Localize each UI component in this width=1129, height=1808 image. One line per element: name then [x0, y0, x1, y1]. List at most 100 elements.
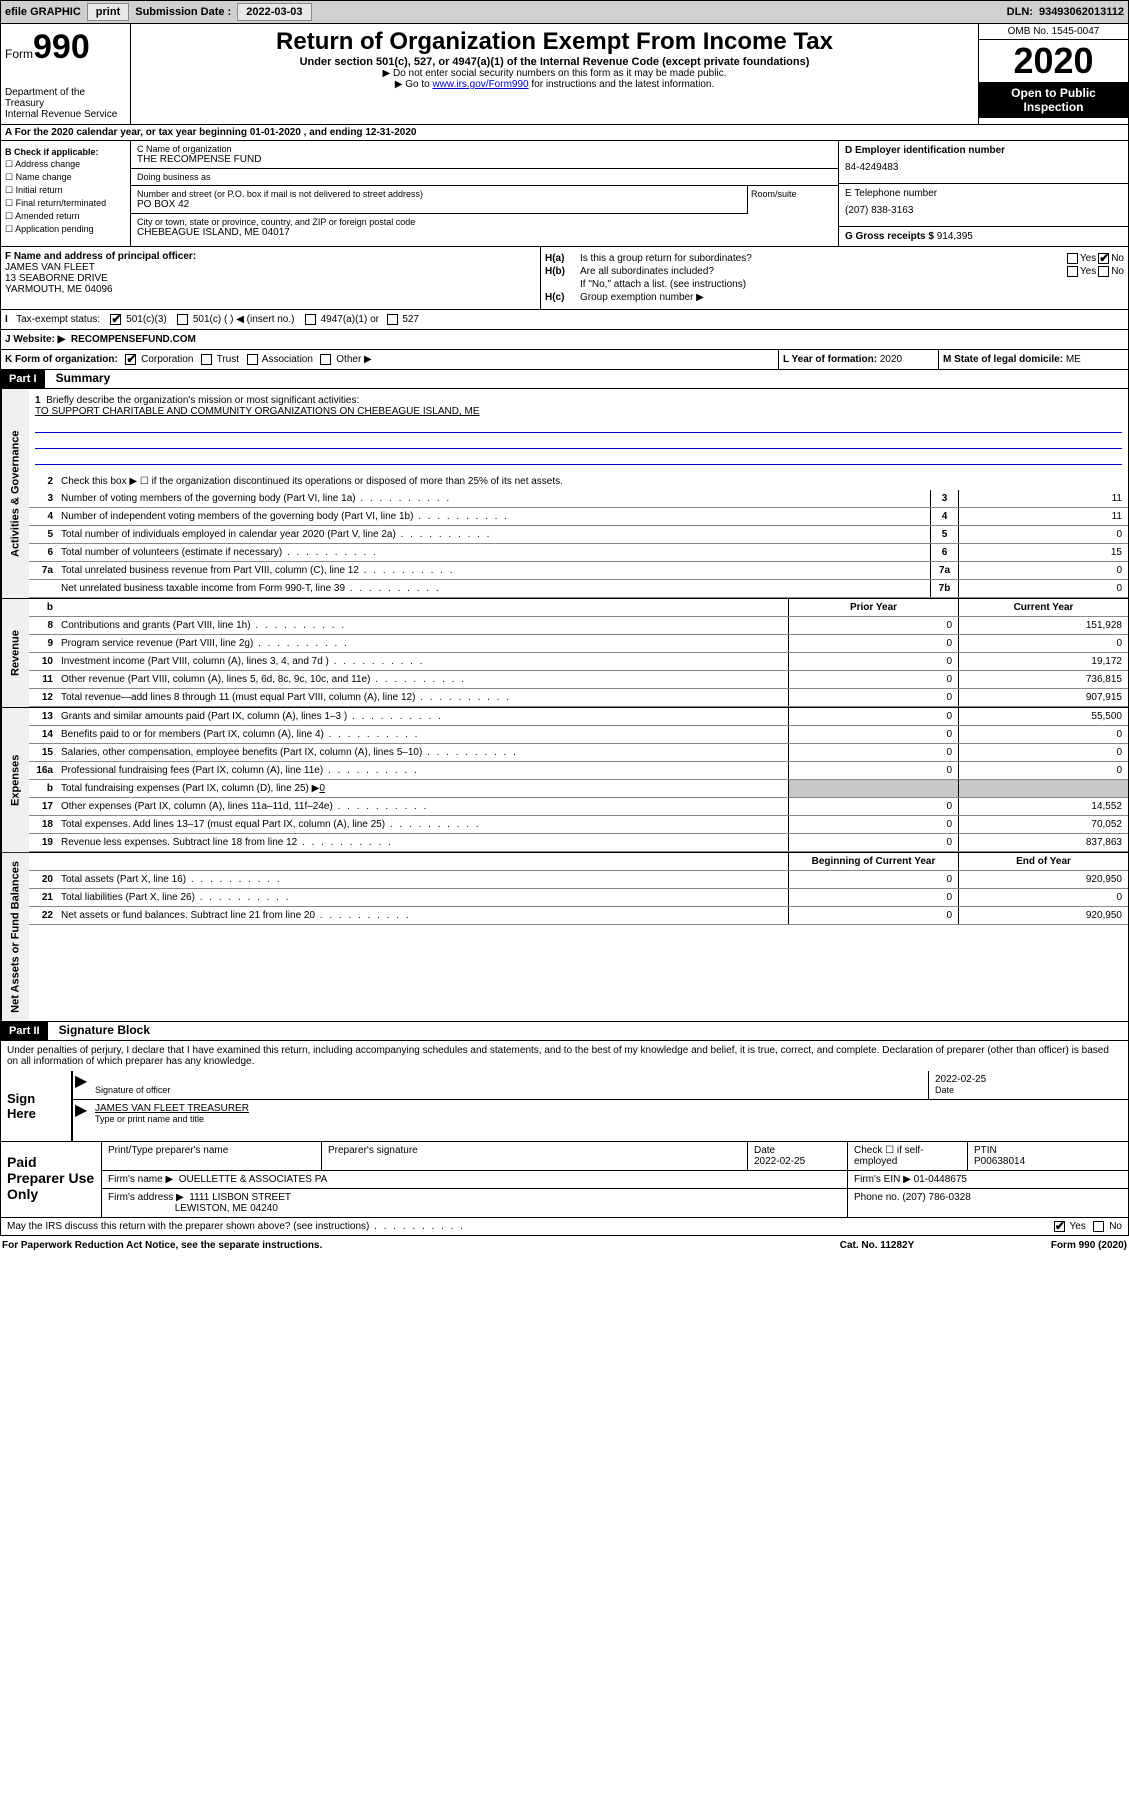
table-row: 10Investment income (Part VIII, column (…: [29, 653, 1128, 671]
cb-4947[interactable]: [305, 314, 316, 325]
efile-label: efile GRAPHIC: [5, 6, 81, 18]
cb-assoc[interactable]: [247, 354, 258, 365]
section-fh: F Name and address of principal officer:…: [0, 247, 1129, 310]
cb-final-return[interactable]: ☐ Final return/terminated: [5, 198, 126, 209]
website-row: J Website: ▶ RECOMPENSEFUND.COM: [0, 330, 1129, 350]
signature-section: Under penalties of perjury, I declare th…: [0, 1041, 1129, 1142]
name-title-label: Type or print name and title: [95, 1114, 204, 1124]
l1-label: Briefly describe the organization's miss…: [46, 395, 359, 406]
cb-corp[interactable]: [125, 354, 136, 365]
table-row: 14Benefits paid to or for members (Part …: [29, 726, 1128, 744]
room-label: Room/suite: [748, 186, 838, 214]
hb-no[interactable]: [1098, 266, 1109, 277]
print-button[interactable]: print: [87, 3, 129, 21]
ein-label: D Employer identification number: [845, 145, 1122, 156]
discuss-no[interactable]: [1093, 1221, 1104, 1232]
tel-value: (207) 838-3163: [845, 199, 1122, 222]
form-header: Form990 Department of the Treasury Inter…: [0, 24, 1129, 125]
table-row: 13Grants and similar amounts paid (Part …: [29, 708, 1128, 726]
cb-501c3[interactable]: [110, 314, 121, 325]
org-name-label: C Name of organization: [137, 144, 832, 154]
ha-yes[interactable]: [1067, 253, 1078, 264]
table-row: 6Total number of volunteers (estimate if…: [29, 544, 1128, 562]
table-row: 5Total number of individuals employed in…: [29, 526, 1128, 544]
firm-ein: 01-0448675: [914, 1174, 967, 1185]
submission-label: Submission Date :: [135, 6, 231, 18]
cb-amended[interactable]: ☐ Amended return: [5, 211, 126, 222]
hb-yes[interactable]: [1067, 266, 1078, 277]
topbar: efile GRAPHIC print Submission Date : 20…: [0, 0, 1129, 24]
table-row: 7aTotal unrelated business revenue from …: [29, 562, 1128, 580]
l2-text: Check this box ▶ ☐ if the organization d…: [57, 473, 1128, 490]
sig-date: 2022-02-25: [935, 1074, 986, 1085]
self-employed[interactable]: Check ☐ if self-employed: [848, 1142, 968, 1170]
side-expenses: Expenses: [1, 708, 29, 852]
paid-preparer-label: Paid Preparer Use Only: [1, 1142, 101, 1217]
pra-notice: For Paperwork Reduction Act Notice, see …: [2, 1240, 777, 1251]
gross-label: G Gross receipts $: [845, 231, 934, 242]
instructions-link[interactable]: www.irs.gov/Form990: [432, 79, 528, 90]
row-k: K Form of organization: Corporation Trus…: [0, 350, 1129, 370]
cb-501c[interactable]: [177, 314, 188, 325]
tel-label: E Telephone number: [845, 188, 1122, 199]
hb-label: Are all subordinates included?: [580, 266, 1065, 277]
cb-address-change[interactable]: ☐ Address change: [5, 159, 126, 170]
prep-name-label: Print/Type preparer's name: [102, 1142, 322, 1170]
cb-527[interactable]: [387, 314, 398, 325]
col-b: B Check if applicable: ☐ Address change …: [1, 141, 131, 246]
cb-initial-return[interactable]: ☐ Initial return: [5, 185, 126, 196]
section-bcd: B Check if applicable: ☐ Address change …: [0, 141, 1129, 247]
table-row: 21Total liabilities (Part X, line 26)00: [29, 889, 1128, 907]
org-name: THE RECOMPENSE FUND: [137, 154, 832, 165]
part1-header: Part I: [1, 370, 45, 388]
form-subtitle-1: Under section 501(c), 527, or 4947(a)(1)…: [135, 56, 974, 68]
firm-addr2: LEWISTON, ME 04240: [175, 1203, 278, 1214]
officer-addr2: YARMOUTH, ME 04096: [5, 284, 536, 295]
officer-label: F Name and address of principal officer:: [5, 251, 536, 262]
discuss-row: May the IRS discuss this return with the…: [0, 1218, 1129, 1236]
table-row: 11Other revenue (Part VIII, column (A), …: [29, 671, 1128, 689]
discuss-yes[interactable]: [1054, 1221, 1065, 1232]
arrow-icon: ▶: [73, 1071, 89, 1099]
state-domicile: ME: [1066, 354, 1081, 365]
ptin-value: P00638014: [974, 1156, 1025, 1167]
form-subtitle-3: ▶ Go to www.irs.gov/Form990 for instruct…: [135, 79, 974, 90]
part1-governance: Activities & Governance 1 Briefly descri…: [0, 389, 1129, 599]
website-value: RECOMPENSEFUND.COM: [71, 334, 196, 345]
form-subtitle-2: ▶ Do not enter social security numbers o…: [135, 68, 974, 79]
open-public: Open to Public Inspection: [979, 82, 1128, 118]
page-footer: For Paperwork Reduction Act Notice, see …: [0, 1236, 1129, 1255]
ha-no[interactable]: [1098, 253, 1109, 264]
dept-label: Department of the Treasury Internal Reve…: [5, 87, 126, 120]
submission-date[interactable]: 2022-03-03: [237, 3, 311, 21]
officer-name: JAMES VAN FLEET: [5, 262, 536, 273]
col-c: C Name of organizationTHE RECOMPENSE FUN…: [131, 141, 838, 246]
year-formation: 2020: [880, 354, 902, 365]
addr-label: Number and street (or P.O. box if mail i…: [137, 189, 741, 199]
hdr-current: Current Year: [958, 599, 1128, 616]
ha-label: Is this a group return for subordinates?: [580, 253, 1065, 264]
side-netassets: Net Assets or Fund Balances: [1, 853, 29, 1021]
cb-trust[interactable]: [201, 354, 212, 365]
cat-number: Cat. No. 11282Y: [777, 1240, 977, 1251]
ein-value: 84-4249483: [845, 156, 1122, 179]
table-row: 18Total expenses. Add lines 13–17 (must …: [29, 816, 1128, 834]
cb-name-change[interactable]: ☐ Name change: [5, 172, 126, 183]
city-value: CHEBEAGUE ISLAND, ME 04017: [137, 227, 832, 238]
part2-header: Part II: [1, 1022, 48, 1040]
declaration-text: Under penalties of perjury, I declare th…: [1, 1041, 1128, 1071]
row-a: A For the 2020 calendar year, or tax yea…: [0, 125, 1129, 141]
tax-status-row: I Tax-exempt status: 501(c)(3) 501(c) ( …: [0, 310, 1129, 330]
form-title: Return of Organization Exempt From Incom…: [135, 28, 974, 56]
hdr-prior: Prior Year: [788, 599, 958, 616]
cb-app-pending[interactable]: ☐ Application pending: [5, 224, 126, 235]
side-governance: Activities & Governance: [1, 389, 29, 598]
cb-other[interactable]: [320, 354, 331, 365]
col-d: D Employer identification number84-42494…: [838, 141, 1128, 246]
hdr-beginning: Beginning of Current Year: [788, 853, 958, 870]
col-h: H(a)Is this a group return for subordina…: [541, 247, 1128, 309]
firm-addr1: 1111 LISBON STREET: [189, 1192, 291, 1203]
col-b-header: B Check if applicable:: [5, 147, 126, 157]
table-row: Net unrelated business taxable income fr…: [29, 580, 1128, 598]
l1-value: TO SUPPORT CHARITABLE AND COMMUNITY ORGA…: [35, 406, 480, 417]
